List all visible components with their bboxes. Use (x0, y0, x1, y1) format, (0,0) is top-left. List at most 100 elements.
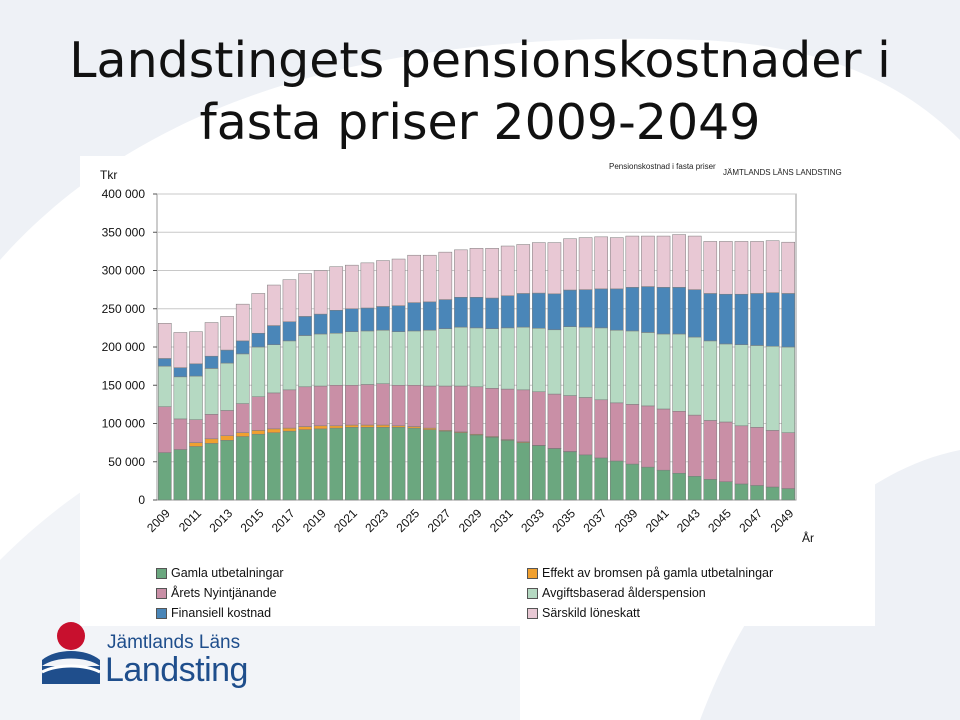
bar-segment-gamla-utbetalningar-2028 (454, 432, 468, 501)
bar-segment-avgiftsbaserad-lderspension-2022 (360, 330, 375, 385)
legend-swatch (527, 567, 538, 579)
x-tick-label: 2035 (549, 506, 578, 535)
bar-segment--rets-nyintj-nande-2018 (298, 386, 312, 427)
y-axis-label: Tkr (100, 168, 117, 182)
y-tick-label: 250 000 (102, 302, 146, 316)
bar-segment--rets-nyintj-nande-2022 (360, 384, 375, 426)
bar-segment-finansiell-kostnad-2020 (329, 310, 344, 334)
bar-segment-finansiell-kostnad-2014 (235, 340, 250, 355)
bar-segment-avgiftsbaserad-lderspension-2014 (235, 353, 250, 404)
y-tick-label: 200 000 (102, 340, 146, 354)
legend-item: Gamla utbetalningar (156, 566, 284, 580)
bar-segment-finansiell-kostnad-2028 (454, 297, 468, 328)
bar-segment-s-rskild-l-neskatt-2043 (687, 235, 702, 290)
bar-segment-s-rskild-l-neskatt-2012 (204, 322, 219, 357)
bar-segment-finansiell-kostnad-2042 (672, 287, 686, 335)
bar-segment-s-rskild-l-neskatt-2009 (158, 323, 172, 359)
bar-segment-s-rskild-l-neskatt-2040 (641, 235, 655, 287)
chart-caption: Pensionskostnad i fasta priser (609, 162, 716, 171)
bar-segment-avgiftsbaserad-lderspension-2015 (251, 346, 266, 397)
bar-segment-finansiell-kostnad-2040 (641, 286, 655, 333)
bar-segment--rets-nyintj-nande-2009 (158, 406, 172, 453)
bar-segment-finansiell-kostnad-2015 (251, 332, 266, 348)
bar-segment-gamla-utbetalningar-2040 (641, 466, 655, 501)
bar-segment-s-rskild-l-neskatt-2013 (220, 316, 234, 351)
bar-segment-avgiftsbaserad-lderspension-2028 (454, 326, 468, 387)
slide-title-line1: Landstingets pensionskostnader i (69, 32, 891, 89)
bar-segment-gamla-utbetalningar-2023 (376, 427, 390, 501)
legend-swatch (527, 587, 538, 599)
bar-segment-gamla-utbetalningar-2045 (719, 481, 733, 501)
bar-segment-avgiftsbaserad-lderspension-2037 (594, 327, 608, 401)
bar-segment--rets-nyintj-nande-2032 (516, 389, 531, 443)
bar-segment-finansiell-kostnad-2009 (158, 358, 172, 367)
bar-segment-avgiftsbaserad-lderspension-2033 (532, 328, 546, 393)
bar-segment-s-rskild-l-neskatt-2011 (189, 331, 203, 365)
bar-segment-finansiell-kostnad-2030 (485, 297, 499, 329)
bar-segment-finansiell-kostnad-2041 (656, 287, 671, 335)
bar-segment-avgiftsbaserad-lderspension-2011 (189, 375, 203, 420)
bar-segment--rets-nyintj-nande-2040 (641, 405, 655, 468)
bar-segment-s-rskild-l-neskatt-2047 (750, 241, 764, 294)
bar-segment-s-rskild-l-neskatt-2018 (298, 273, 312, 317)
bar-segment-s-rskild-l-neskatt-2031 (500, 245, 515, 296)
bar-segment-effekt-av-bromsen-p-gamla-utbetalningar-2011 (189, 442, 203, 447)
bar-segment-s-rskild-l-neskatt-2035 (563, 238, 577, 291)
bar-segment-avgiftsbaserad-lderspension-2047 (750, 345, 764, 428)
bar-segment--rets-nyintj-nande-2025 (407, 385, 421, 427)
x-tick-label: 2023 (362, 506, 391, 535)
bar-segment-gamla-utbetalningar-2031 (500, 440, 515, 501)
x-tick-label: 2047 (736, 506, 765, 535)
bar-segment-avgiftsbaserad-lderspension-2038 (609, 329, 624, 404)
bar-segment-s-rskild-l-neskatt-2042 (672, 234, 686, 288)
bar-segment--rets-nyintj-nande-2024 (391, 385, 406, 427)
bar-segment-gamla-utbetalningar-2035 (563, 451, 577, 501)
bar-segment-gamla-utbetalningar-2038 (609, 460, 624, 501)
x-tick-label: 2015 (238, 506, 267, 535)
x-tick-label: 2041 (643, 506, 672, 535)
bar-segment-gamla-utbetalningar-2016 (267, 432, 281, 501)
bar-segment-finansiell-kostnad-2016 (267, 325, 281, 345)
bar-segment-finansiell-kostnad-2031 (500, 295, 515, 329)
y-tick-label: 100 000 (102, 417, 146, 431)
bar-segment-s-rskild-l-neskatt-2024 (391, 258, 406, 306)
bar-segment-s-rskild-l-neskatt-2027 (438, 251, 453, 300)
bar-segment--rets-nyintj-nande-2043 (687, 414, 702, 477)
bar-segment-finansiell-kostnad-2033 (532, 292, 546, 329)
bar-segment-gamla-utbetalningar-2041 (656, 469, 671, 501)
bar-segment-s-rskild-l-neskatt-2045 (719, 241, 733, 295)
bar-segment--rets-nyintj-nande-2028 (454, 385, 468, 433)
bar-segment-finansiell-kostnad-2024 (391, 305, 406, 332)
bar-segment-finansiell-kostnad-2032 (516, 293, 531, 328)
bar-segment--rets-nyintj-nande-2017 (282, 389, 297, 429)
x-tick-label: 2027 (425, 506, 454, 535)
bar-segment--rets-nyintj-nande-2023 (376, 383, 390, 426)
bar-segment-gamla-utbetalningar-2025 (407, 427, 421, 501)
bar-segment-effekt-av-bromsen-p-gamla-utbetalningar-2021 (345, 424, 359, 428)
bar-segment-gamla-utbetalningar-2018 (298, 429, 312, 501)
landsting-logo: Jämtlands Läns Landsting (36, 620, 266, 692)
bar-segment-gamla-utbetalningar-2021 (345, 427, 359, 501)
bar-segment-finansiell-kostnad-2046 (734, 293, 749, 345)
bar-segment-s-rskild-l-neskatt-2021 (345, 264, 359, 309)
bar-segment-effekt-av-bromsen-p-gamla-utbetalningar-2017 (282, 427, 297, 432)
bar-segment-finansiell-kostnad-2011 (189, 363, 203, 377)
bar-segment-s-rskild-l-neskatt-2044 (703, 241, 718, 294)
bar-segment-s-rskild-l-neskatt-2029 (469, 248, 484, 298)
bar-segment-effekt-av-bromsen-p-gamla-utbetalningar-2019 (313, 425, 328, 430)
bar-segment-avgiftsbaserad-lderspension-2036 (578, 326, 593, 398)
legend-label: Finansiell kostnad (171, 606, 272, 620)
bar-segment--rets-nyintj-nande-2041 (656, 408, 671, 471)
bar-segment-s-rskild-l-neskatt-2014 (235, 303, 250, 342)
bar-segment-gamla-utbetalningar-2012 (204, 443, 219, 501)
bar-segment-avgiftsbaserad-lderspension-2025 (407, 330, 421, 386)
legend-item: Effekt av bromsen på gamla utbetalningar (527, 566, 773, 580)
bar-segment-avgiftsbaserad-lderspension-2012 (204, 368, 219, 415)
legend-item: Finansiell kostnad (156, 606, 271, 620)
legend-item: Särskild löneskatt (527, 606, 640, 620)
bar-segment-s-rskild-l-neskatt-2036 (578, 237, 593, 290)
bar-segment-gamla-utbetalningar-2037 (594, 457, 608, 501)
bar-segment-effekt-av-bromsen-p-gamla-utbetalningar-2023 (376, 424, 390, 428)
bar-segment-gamla-utbetalningar-2048 (765, 486, 780, 501)
bar-segment-s-rskild-l-neskatt-2019 (313, 270, 328, 315)
